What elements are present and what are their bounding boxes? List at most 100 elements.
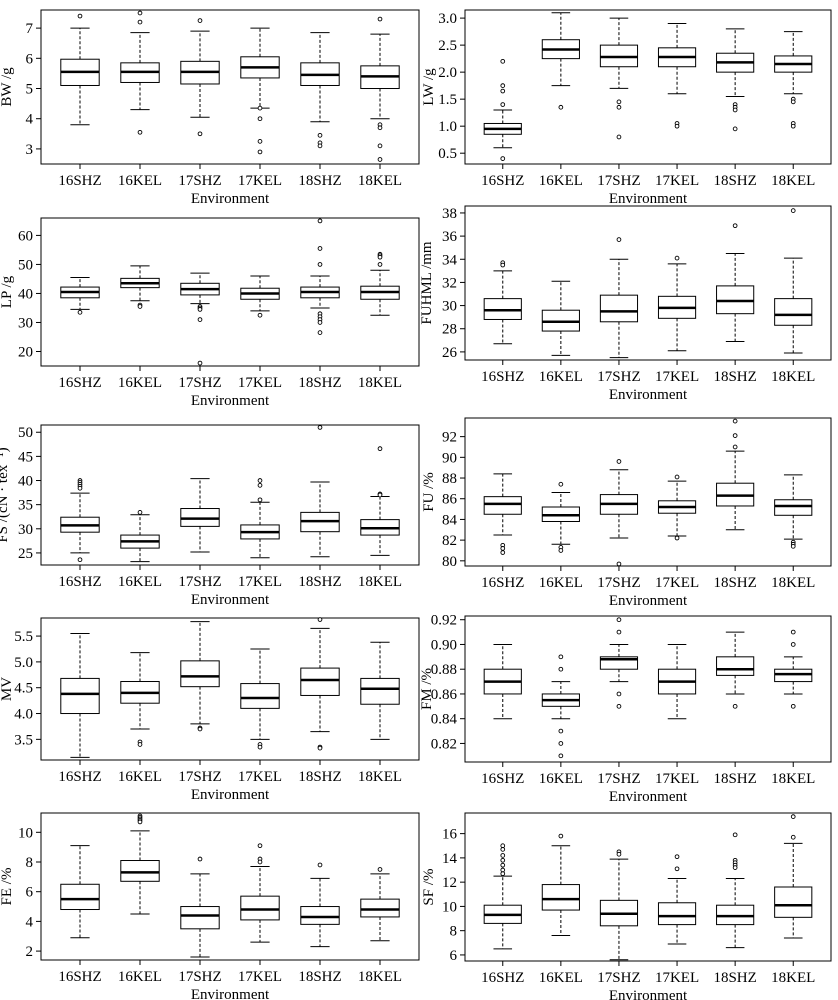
x-tick-label: 18SHZ <box>713 575 756 591</box>
outlier-point <box>317 132 323 138</box>
box-iqr <box>180 906 220 930</box>
outlier-point <box>317 862 323 868</box>
y-axis-label: FS /(cN · tex⁻¹) <box>0 447 11 542</box>
outlier-point <box>257 843 263 849</box>
box <box>120 10 160 135</box>
y-tick-label: 92 <box>442 430 457 446</box>
outlier-point <box>377 143 383 149</box>
box <box>60 632 100 758</box>
x-tick-label: 17SHZ <box>597 173 640 189</box>
box <box>541 654 580 759</box>
x-tick-label: 18KEL <box>358 769 402 785</box>
outlier-point <box>790 834 796 840</box>
y-tick-label: 10 <box>442 899 457 915</box>
outlier-point <box>790 703 796 709</box>
outlier-point <box>317 218 323 224</box>
box <box>716 418 755 531</box>
plot-frame <box>464 9 832 165</box>
outlier-point <box>790 208 796 213</box>
y-tick-label: 20 <box>18 344 33 360</box>
x-tick-label: 17KEL <box>238 574 282 590</box>
outlier-point <box>137 819 143 825</box>
box-iqr <box>120 860 160 882</box>
x-tick-label: 17SHZ <box>178 969 221 985</box>
y-tick-label: 6 <box>26 885 34 901</box>
box-iqr <box>360 898 400 918</box>
x-tick-label: 17SHZ <box>178 769 221 785</box>
x-tick-label: 18KEL <box>771 369 815 385</box>
x-tick-label: 17SHZ <box>597 771 640 787</box>
x-tick-label: 18KEL <box>771 575 815 591</box>
y-tick-label: 38 <box>442 206 457 222</box>
x-tick-label: 17SHZ <box>597 369 640 385</box>
boxplot-panel: 3 4 5 6 7 BW /g 16SHZ 16KEL 17SHZ 17KEL 18SHZ 18KEL… <box>0 9 420 207</box>
y-tick-label: 7 <box>26 21 34 37</box>
outlier-point <box>500 550 506 555</box>
x-tick-label: 16SHZ <box>58 769 101 785</box>
x-axis-label: Environment <box>191 191 270 207</box>
x-tick-label: 16KEL <box>539 173 583 189</box>
outlier-point <box>317 320 323 325</box>
outlier-point <box>257 497 263 503</box>
boxplot-panel: 0.5 1.0 1.5 2.0 2.5 3.0 LW /g 16SHZ 16KEL 17SHZ 17… <box>421 9 832 207</box>
outlier-point <box>500 156 506 161</box>
outlier-point <box>732 223 738 229</box>
box <box>599 237 639 359</box>
outlier-point <box>558 741 564 746</box>
y-tick-label: 45 <box>18 449 33 465</box>
box <box>657 643 697 720</box>
outlier-point <box>317 425 323 430</box>
box-iqr <box>300 667 340 696</box>
y-tick-label: 3.0 <box>438 11 457 27</box>
outlier-point <box>732 444 738 450</box>
outlier-point <box>257 105 263 111</box>
box <box>774 629 813 709</box>
box <box>657 255 697 352</box>
outlier-point <box>674 854 680 860</box>
boxplot-panel: 26 28 30 32 34 36 38 FUHML /mm 16SHZ 16KEL 17SHZ 17… <box>419 205 832 403</box>
y-tick-label: 34 <box>442 252 458 268</box>
y-tick-label: 30 <box>18 315 33 331</box>
plot-frame <box>464 615 832 763</box>
box <box>60 478 100 563</box>
box <box>60 276 100 315</box>
y-tick-label: 60 <box>18 228 33 244</box>
outlier-point <box>197 317 203 322</box>
outlier-point <box>616 561 622 567</box>
x-tick-label: 16SHZ <box>58 969 101 985</box>
x-tick-label: 17KEL <box>655 173 699 189</box>
y-tick-label: 14 <box>442 851 458 867</box>
boxplot-panel: 25 30 35 40 45 50 FS /(cN · tex⁻¹) 16SHZ 16KEL 17… <box>0 424 420 608</box>
y-tick-label: 3 <box>26 142 34 158</box>
outlier-point <box>137 10 143 16</box>
outlier-point <box>137 19 143 25</box>
box <box>180 18 220 137</box>
x-axis-label: Environment <box>609 387 688 403</box>
box <box>774 474 813 549</box>
outlier-point <box>500 862 506 868</box>
box <box>716 832 755 949</box>
box-iqr <box>60 677 100 715</box>
outlier-point <box>732 107 738 113</box>
box <box>541 833 580 937</box>
y-tick-label: 32 <box>442 275 457 291</box>
y-tick-label: 4 <box>26 914 34 930</box>
outlier-point <box>616 691 622 697</box>
x-tick-label: 18KEL <box>358 969 402 985</box>
outlier-point <box>197 856 203 862</box>
y-tick-label: 84 <box>442 512 458 528</box>
x-tick-label: 18SHZ <box>298 173 341 189</box>
plot-frame <box>40 9 420 165</box>
box <box>774 31 813 129</box>
outlier-point <box>500 871 506 877</box>
plot-frame <box>464 417 832 567</box>
outlier-point <box>558 666 564 672</box>
x-tick-label: 18KEL <box>358 173 402 189</box>
outlier-point <box>500 262 506 268</box>
y-tick-label: 28 <box>442 322 457 338</box>
x-tick-label: 17SHZ <box>178 375 221 391</box>
box <box>360 251 400 316</box>
box <box>300 218 340 335</box>
plot-frame <box>40 812 420 961</box>
